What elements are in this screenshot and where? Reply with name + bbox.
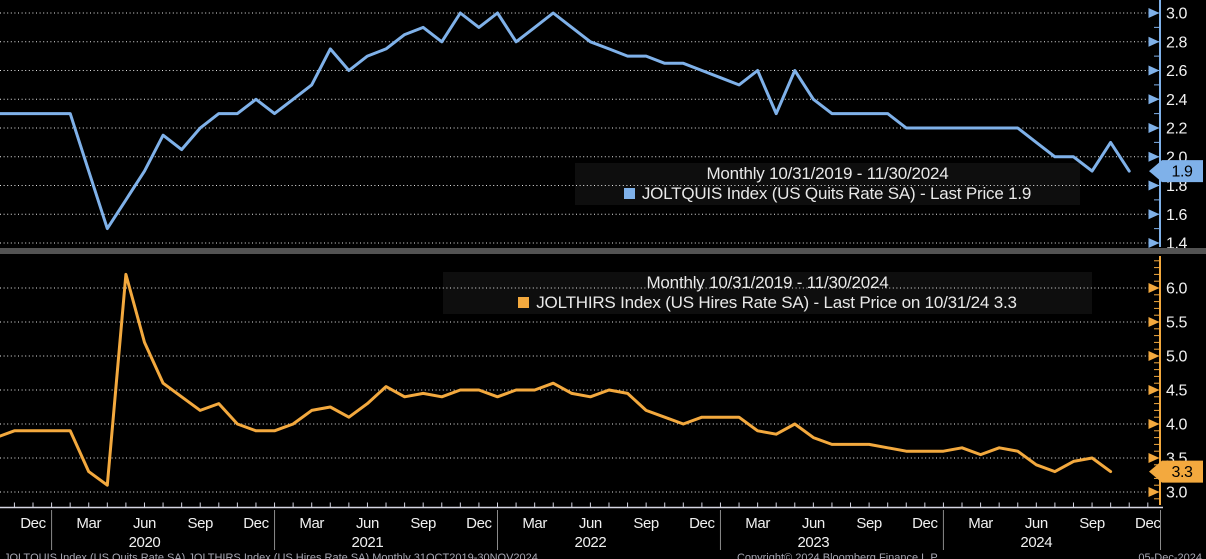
x-tick-label: Sep <box>1079 515 1105 532</box>
x-tick-label: Dec <box>1135 515 1161 532</box>
quits-y-tick-label: 3.0 <box>1166 6 1188 23</box>
x-tick-label: Dec <box>466 515 492 532</box>
footer-center: Copyright© 2024 Bloomberg Finance L.P. <box>736 552 940 559</box>
x-tick-label: Mar <box>745 515 770 532</box>
hires-legend-box <box>443 272 1092 314</box>
x-tick-label: Jun <box>802 515 825 532</box>
panel-separator <box>0 248 1206 254</box>
x-tick-label: Jun <box>133 515 156 532</box>
x-year-label: 2020 <box>129 534 161 551</box>
quits-legend-box <box>575 163 1080 205</box>
quits-last-price-value: 1.9 <box>1171 164 1193 181</box>
quits-y-tick-label: 1.6 <box>1166 207 1188 224</box>
x-tick-label: Dec <box>20 515 46 532</box>
x-tick-label: Jun <box>1025 515 1048 532</box>
hires-y-tick-label: 5.5 <box>1166 315 1188 332</box>
x-tick-label: Sep <box>633 515 659 532</box>
x-tick-label: Sep <box>856 515 882 532</box>
x-tick-label: Mar <box>968 515 993 532</box>
x-tick-label: Jun <box>356 515 379 532</box>
x-tick-label: Dec <box>912 515 938 532</box>
footer-left: JOLTQUIS Index (US Quits Rate SA) JOLTHI… <box>4 552 538 559</box>
hires-y-tick-label: 4.0 <box>1166 417 1188 434</box>
x-year-label: 2024 <box>1020 534 1052 551</box>
hires-plot-area[interactable] <box>0 256 1160 505</box>
x-tick-label: Sep <box>187 515 213 532</box>
footer-right: 05-Dec-2024 <box>1138 552 1202 559</box>
x-year-label: 2021 <box>352 534 384 551</box>
x-tick-label: Sep <box>410 515 436 532</box>
hires-last-price-badge <box>1149 460 1203 483</box>
x-tick-label: Mar <box>299 515 324 532</box>
quits-line <box>0 11 1131 231</box>
x-tick-label: Dec <box>689 515 715 532</box>
x-tick-label: Mar <box>76 515 101 532</box>
hires-last-price-value: 3.3 <box>1171 464 1193 481</box>
hires-y-tick-label: 5.0 <box>1166 349 1188 366</box>
footer-clipped: JOLTQUIS Index (US Quits Rate SA) JOLTHI… <box>4 552 1202 559</box>
x-year-label: 2023 <box>797 534 829 551</box>
x-year-label: 2022 <box>575 534 607 551</box>
hires-y-tick-label: 6.0 <box>1166 281 1188 298</box>
quits-y-tick-label: 2.2 <box>1166 121 1188 138</box>
quits-y-tick-label: 1.8 <box>1166 178 1188 195</box>
hires-y-tick-label: 4.5 <box>1166 383 1188 400</box>
x-tick-label: Dec <box>243 515 269 532</box>
quits-y-tick-label: 2.8 <box>1166 34 1188 51</box>
hires-line <box>0 272 1113 487</box>
quits-plot-area[interactable] <box>0 0 1160 247</box>
quits-y-tick-label: 2.6 <box>1166 63 1188 80</box>
x-tick-label: Jun <box>579 515 602 532</box>
hires-y-tick-label: 3.0 <box>1166 485 1188 502</box>
quits-last-price-badge <box>1149 160 1203 183</box>
x-tick-label: Mar <box>522 515 547 532</box>
quits-y-tick-label: 2.4 <box>1166 92 1188 109</box>
